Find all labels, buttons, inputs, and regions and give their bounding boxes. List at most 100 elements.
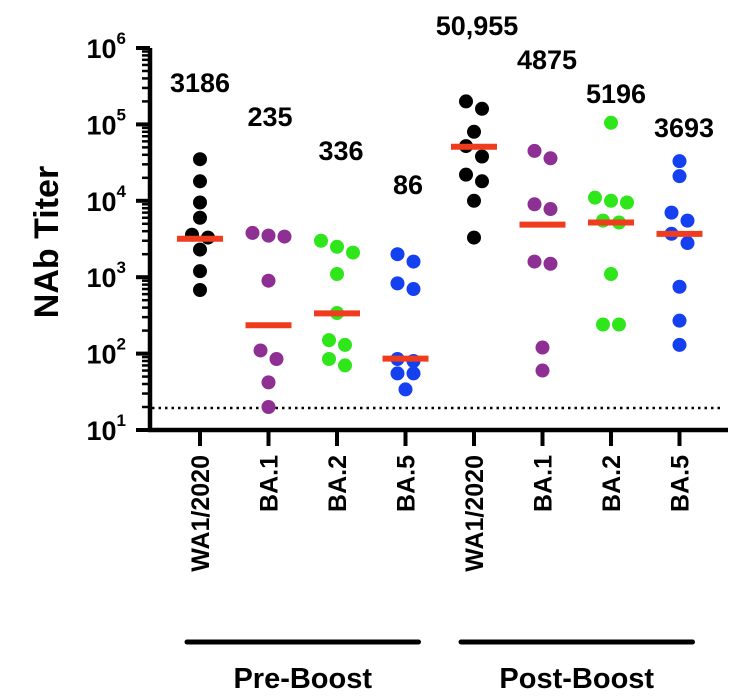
data-point: [672, 154, 687, 169]
group-label: Post-Boost: [499, 663, 654, 695]
data-point: [612, 317, 626, 332]
data-point: [261, 400, 276, 415]
data-point: [459, 94, 473, 109]
data-point: [330, 267, 344, 282]
x-tick-label: BA.5: [667, 455, 695, 512]
data-point: [604, 193, 618, 208]
data-point: [475, 101, 489, 116]
y-tick-base: 10: [86, 110, 116, 140]
data-point: [261, 228, 276, 243]
x-tick-label: BA.2: [324, 455, 352, 512]
data-point: [406, 254, 421, 269]
data-point: [680, 236, 695, 251]
median-value-label: 235: [247, 102, 292, 132]
data-point: [193, 152, 207, 167]
median-value-label: 86: [393, 170, 423, 200]
median-value-label: 3186: [170, 68, 230, 98]
y-tick-exponent: 5: [117, 105, 126, 124]
median-annotations: 3186 235 336 86 50,955 4875 5196 3693: [170, 11, 714, 200]
data-point: [467, 230, 481, 245]
group-brackets: Pre-Boost Post-Boost: [184, 639, 695, 695]
data-point: [314, 233, 328, 248]
data-point: [588, 190, 602, 205]
data-point: [338, 337, 352, 352]
data-point: [527, 254, 542, 269]
data-point: [322, 351, 336, 366]
y-tick-base: 10: [86, 187, 116, 217]
y-axis-label: NAb Titer: [28, 166, 66, 318]
y-tick-base: 10: [86, 340, 116, 370]
median-value-label: 4875: [517, 45, 577, 75]
data-point: [527, 143, 542, 158]
y-tick-exponent: 4: [117, 182, 127, 201]
data-point: [672, 169, 687, 184]
x-tick-label: BA.1: [530, 455, 558, 512]
y-tick-exponent: 3: [117, 258, 126, 277]
data-point: [322, 333, 336, 348]
data-point: [193, 174, 207, 189]
y-tick-label: 105: [86, 105, 126, 140]
data-point: [330, 239, 344, 254]
x-tick-label: BA.5: [393, 455, 421, 512]
data-point: [672, 313, 687, 328]
data-point: [193, 242, 207, 257]
median-value-label: 336: [318, 136, 363, 166]
data-point: [620, 195, 634, 210]
y-tick-label: 104: [86, 182, 126, 217]
y-tick-exponent: 6: [117, 29, 126, 48]
data-point: [475, 149, 489, 164]
median-bars: [177, 143, 703, 362]
data-point: [261, 375, 276, 390]
data-point: [527, 197, 542, 212]
y-tick-base: 10: [86, 416, 116, 446]
data-point: [346, 245, 360, 260]
data-point: [543, 151, 558, 166]
x-tick-label: WA1/2020: [461, 455, 489, 572]
data-point: [475, 174, 489, 189]
y-tick-base: 10: [86, 34, 116, 64]
x-tick-labels: WA1/2020 BA.1 BA.2 BA.5 WA1/2020 BA.1 BA.2 BA.5: [187, 455, 695, 572]
median-value-label: 50,955: [436, 11, 519, 41]
data-point: [269, 351, 284, 366]
data-point: [277, 229, 292, 244]
data-point: [467, 193, 481, 208]
data-point: [543, 256, 558, 271]
median-value-label: 5196: [586, 79, 646, 109]
y-tick-label: 103: [86, 258, 126, 293]
y-tick-exponent: 1: [117, 411, 126, 430]
x-tick-label: BA.1: [256, 455, 284, 512]
data-point: [672, 279, 687, 294]
data-point: [543, 202, 558, 217]
data-point: [390, 247, 405, 262]
data-point: [680, 213, 695, 228]
data-point: [193, 210, 207, 225]
data-point: [604, 267, 618, 282]
data-point: [390, 366, 405, 381]
data-point: [193, 264, 207, 279]
data-point: [406, 366, 421, 381]
data-point: [467, 124, 481, 139]
data-point: [406, 282, 421, 297]
data-point: [338, 358, 352, 373]
data-point: [261, 273, 276, 288]
y-tick-exponent: 2: [117, 335, 126, 354]
y-tick-label: 101: [86, 411, 126, 446]
data-point: [596, 317, 610, 332]
group-label: Pre-Boost: [233, 663, 372, 695]
data-point: [672, 337, 687, 352]
x-tick-label: BA.2: [598, 455, 626, 512]
data-point: [390, 276, 405, 291]
y-tick-base: 10: [86, 263, 116, 293]
data-point: [193, 282, 207, 297]
y-tick-label: 106: [86, 29, 126, 64]
data-point: [193, 195, 207, 210]
y-tick-label: 102: [86, 335, 126, 370]
data-point: [398, 382, 413, 397]
data-point: [245, 225, 260, 240]
data-point: [535, 340, 550, 355]
data-points: [185, 94, 695, 415]
data-point: [253, 343, 268, 358]
median-value-label: 3693: [654, 113, 714, 143]
